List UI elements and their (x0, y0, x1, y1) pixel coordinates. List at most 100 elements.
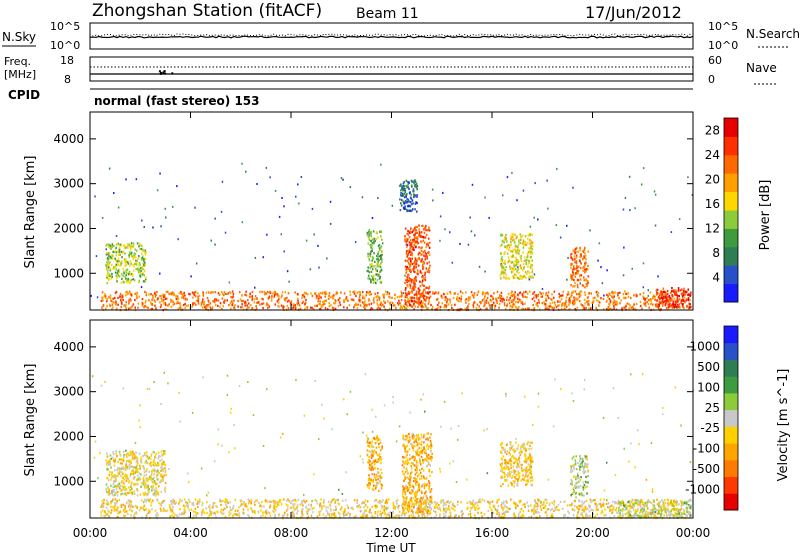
echo-cell (209, 512, 211, 515)
scatter-cell (359, 455, 362, 458)
echo-cell (650, 299, 652, 302)
echo-cell (504, 269, 507, 272)
echo-cell (501, 256, 503, 259)
colorbar-swatch (724, 210, 738, 229)
echo-cell (607, 307, 610, 310)
scatter-cell (366, 441, 368, 444)
echo-cell (607, 506, 609, 509)
echo-cell (658, 294, 661, 297)
echo-cell (152, 481, 155, 484)
echo-cell (102, 501, 105, 504)
echo-cell (449, 500, 452, 503)
echo-cell (421, 258, 424, 261)
echo-cell (318, 308, 321, 311)
echo-cell (199, 500, 201, 503)
echo-cell (172, 502, 174, 505)
echo-cell (571, 271, 574, 274)
echo-cell (376, 254, 378, 257)
echo-cell (435, 514, 438, 517)
echo-cell (664, 302, 667, 306)
scatter-cell (556, 167, 558, 170)
echo-cell (253, 301, 256, 304)
echo-cell (142, 272, 145, 275)
scatter-cell (185, 501, 187, 504)
echo-cell (368, 237, 370, 240)
echo-cell (413, 299, 416, 302)
colorbar-tick-label: 4 (712, 271, 720, 285)
echo-cell (418, 251, 420, 254)
echo-cell (502, 297, 504, 300)
scatter-cell (305, 239, 308, 242)
echo-cell (566, 293, 569, 296)
scatter-cell (534, 182, 536, 185)
echo-cell (500, 260, 503, 263)
y-tick-label: 1000 (53, 266, 84, 280)
echo-cell (345, 296, 348, 299)
echo-cell (259, 290, 261, 293)
scatter-cell (323, 417, 325, 420)
echo-cell (580, 274, 583, 277)
echo-cell (140, 456, 142, 459)
echo-cell (115, 260, 118, 263)
echo-cell (220, 500, 223, 503)
echo-cell (103, 498, 105, 501)
sky-tick-top: 10^5 (50, 20, 80, 33)
echo-cell (667, 299, 669, 302)
echo-cell (120, 301, 123, 304)
echo-cell (319, 296, 321, 299)
echo-cell (563, 307, 566, 310)
echo-cell (125, 280, 128, 283)
echo-cell (584, 268, 586, 271)
echo-cell (544, 303, 547, 306)
echo-cell (123, 244, 125, 247)
echo-cell (105, 244, 107, 247)
echo-cell (321, 508, 323, 511)
echo-cell (108, 473, 111, 477)
echo-cell (630, 306, 633, 309)
echo-cell (527, 270, 529, 273)
echo-cell (413, 514, 415, 517)
echo-cell (145, 305, 148, 309)
echo-cell (370, 278, 372, 281)
echo-cell (551, 293, 553, 296)
echo-cell (232, 293, 235, 296)
echo-cell (415, 182, 418, 186)
echo-cell (224, 299, 226, 302)
echo-cell (175, 294, 177, 297)
echo-cell (667, 303, 669, 306)
echo-cell (528, 262, 530, 265)
echo-cell (414, 179, 416, 182)
echo-cell (144, 290, 146, 293)
echo-cell (636, 294, 638, 297)
echo-cell (542, 506, 545, 509)
echo-cell (576, 283, 579, 286)
echo-cell (163, 463, 166, 466)
echo-cell (227, 292, 230, 295)
echo-cell (107, 464, 110, 467)
echo-cell (553, 509, 555, 512)
echo-cell (195, 299, 198, 302)
echo-cell (461, 509, 463, 512)
echo-cell (499, 299, 502, 302)
echo-cell (134, 262, 136, 265)
echo-cell (301, 508, 304, 511)
echo-cell (257, 510, 260, 513)
echo-cell (434, 501, 437, 504)
echo-cell (683, 510, 685, 513)
echo-cell (123, 488, 126, 491)
echo-cell (101, 291, 104, 294)
echo-cell (613, 305, 615, 308)
scatter-cell (168, 468, 170, 470)
echo-cell (106, 513, 109, 516)
echo-cell (603, 514, 605, 517)
echo-cell (375, 499, 377, 502)
echo-cell (121, 458, 124, 461)
echo-cell (440, 294, 443, 297)
echo-cell (529, 266, 532, 269)
echo-cell (681, 295, 684, 298)
echo-cell (615, 509, 617, 512)
echo-cell (192, 292, 195, 295)
echo-cell (143, 270, 146, 273)
echo-cell (245, 302, 247, 305)
echo-cell (318, 511, 320, 514)
